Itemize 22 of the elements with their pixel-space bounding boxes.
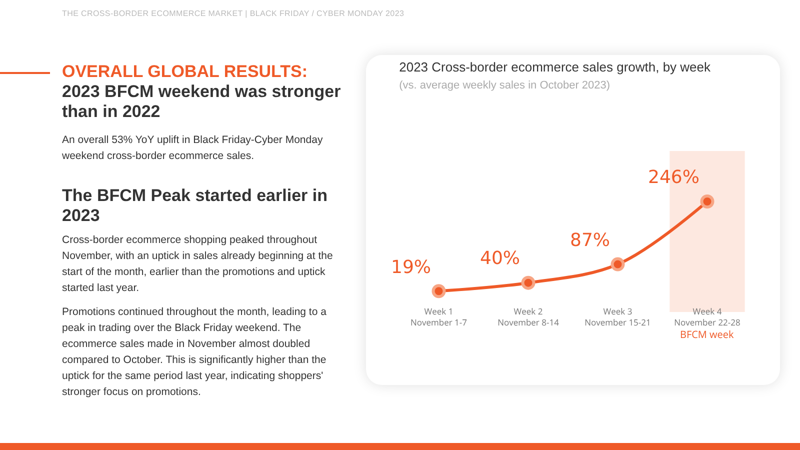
band-label: BFCM week [680,327,734,341]
x-tick-label: Week 3 November 15-21 [584,306,651,329]
x-tick-label: Week 2 November 8-14 [498,306,560,329]
text: Cross-border ecommerce shopping peaked throughout November, with an uptick in sales already beginning at the start of the month, earlier than the promotions and uptick started last year. [62,233,334,296]
point [700,194,714,208]
data-label: 87% [570,230,610,251]
text: 2023 BFCM weekend was stronger than in 2022 [62,82,342,122]
text: Promotions continued throughout the month, leading to a peak in trading over the Black Friday weekend. The ecommerce sales made in November almost doubled compared to October. This is significantly higher than the uptick for the same period last year, indicating shoppers' stronger focus on promotions. [62,305,328,400]
text: OVERALL GLOBAL RESULTS: [62,62,309,82]
text: The BFCM Peak started earlier in 2023 [62,186,328,226]
x-tick-label: Week 1 November 1-7 [410,306,468,329]
x-tick-label: Week 4 November 22-28 [674,306,741,329]
chart-subtitle: (vs. average weekly sales in October 2023) [399,79,610,92]
text: THE CROSS-BORDER ECOMMERCE MARKET | BLACK FRIDAY / CYBER MONDAY 2023 [62,9,404,18]
data-label: 246% [648,167,700,188]
data-label: 40% [480,248,520,269]
chart-title: 2023 Cross-border ecommerce sales growth, by week [399,60,712,74]
point [432,284,446,298]
text: An overall 53% YoY uplift in Black Friday-Cyber Monday weekend cross-border ecommerce sales. [62,133,324,164]
point [521,276,536,290]
point [610,257,625,272]
data-label: 19% [391,257,432,278]
